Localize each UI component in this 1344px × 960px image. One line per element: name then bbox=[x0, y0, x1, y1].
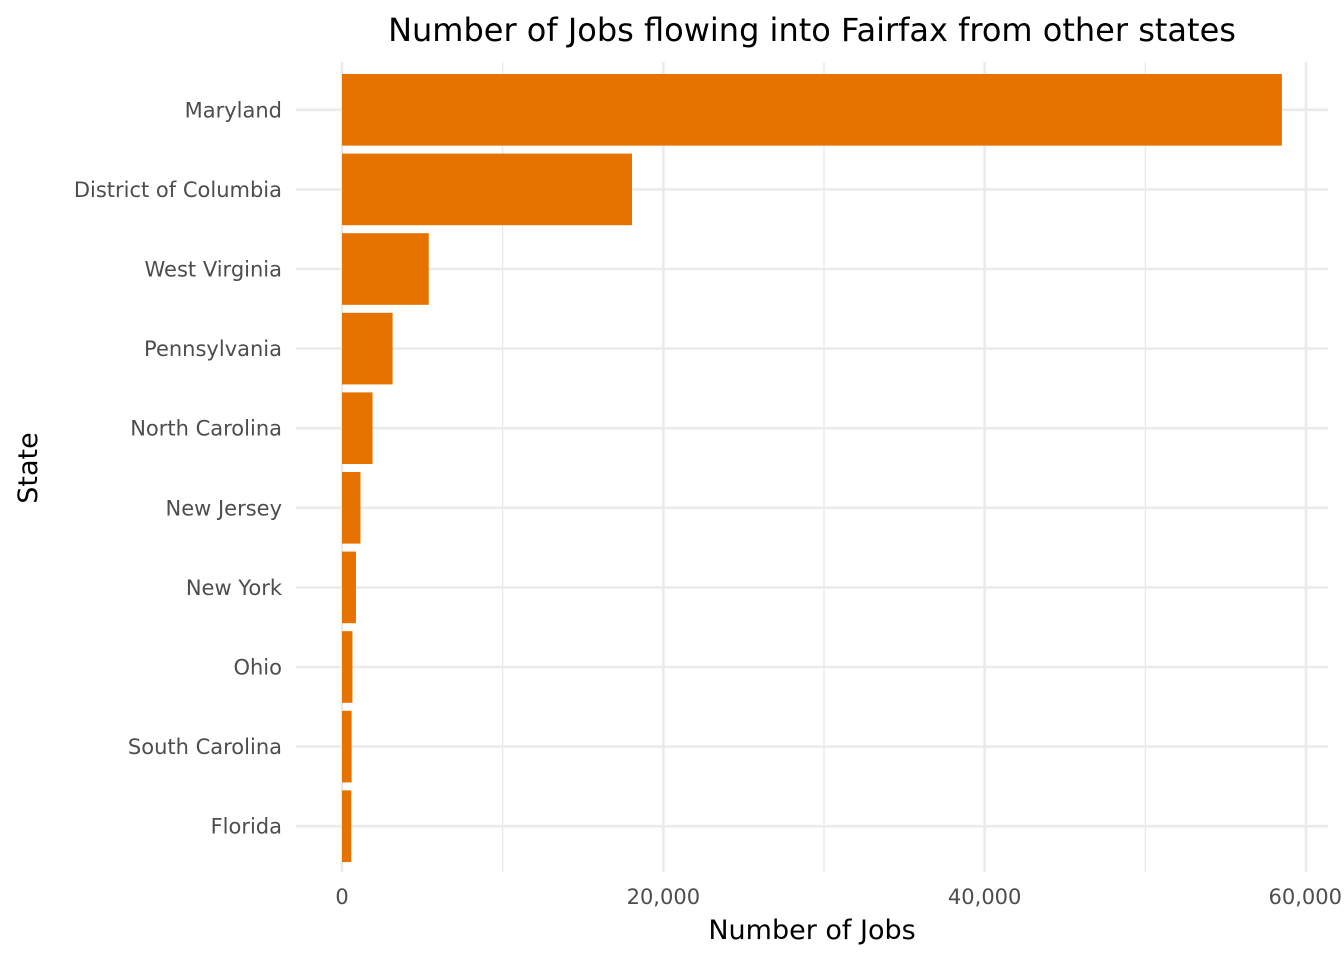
y-axis-tick-labels: Maryland District of Columbia West Virgini… bbox=[74, 98, 283, 838]
y-tick-label: Pennsylvania bbox=[144, 337, 282, 361]
bars bbox=[342, 73, 1282, 863]
bar-south-carolina bbox=[342, 710, 352, 783]
bar-ohio bbox=[342, 631, 353, 703]
bar-new-jersey bbox=[342, 471, 361, 544]
x-tick-label: 60,000 bbox=[1269, 885, 1342, 909]
y-tick-label: New York bbox=[186, 576, 283, 600]
bar-district-of-columbia bbox=[342, 153, 633, 226]
x-axis-tick-labels: 0 20,000 40,000 60,000 bbox=[335, 885, 1342, 909]
bar-florida bbox=[342, 790, 352, 863]
y-tick-label: Ohio bbox=[233, 656, 282, 680]
chart-title: Number of Jobs flowing into Fairfax from… bbox=[388, 11, 1236, 49]
y-tick-label: Florida bbox=[211, 815, 282, 839]
x-axis-title: Number of Jobs bbox=[708, 915, 915, 946]
bar-maryland bbox=[342, 73, 1282, 146]
grid bbox=[296, 62, 1328, 872]
y-tick-label: New Jersey bbox=[165, 496, 282, 520]
bar-new-york bbox=[342, 551, 356, 624]
bar-west-virginia bbox=[342, 233, 429, 305]
x-tick-label: 0 bbox=[335, 885, 348, 909]
x-tick-label: 20,000 bbox=[627, 885, 700, 909]
y-tick-label: South Carolina bbox=[128, 735, 282, 759]
x-tick-label: 40,000 bbox=[948, 885, 1021, 909]
y-tick-label: North Carolina bbox=[130, 417, 282, 441]
y-tick-label: West Virginia bbox=[145, 258, 282, 282]
y-tick-label: District of Columbia bbox=[74, 178, 282, 202]
bar-north-carolina bbox=[342, 392, 373, 465]
y-tick-label: Maryland bbox=[185, 98, 282, 122]
y-axis-title: State bbox=[13, 432, 44, 503]
bar-pennsylvania bbox=[342, 312, 393, 385]
